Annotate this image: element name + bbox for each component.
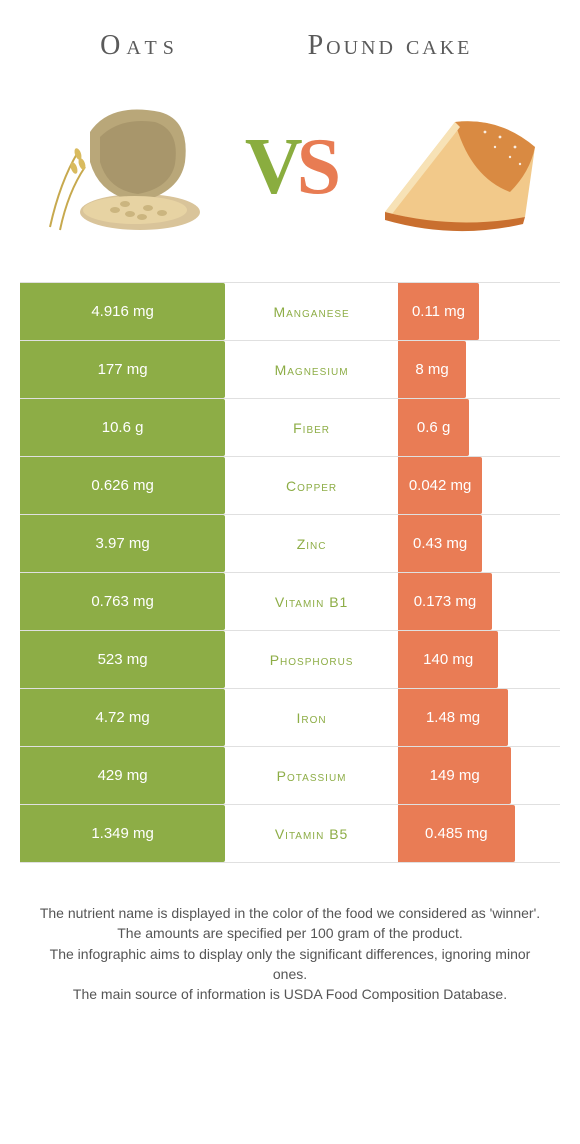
- bar-right: 0.042 mg: [398, 457, 482, 514]
- value-right: 8 mg: [398, 341, 560, 398]
- bar-left: 0.763 mg: [20, 573, 225, 630]
- nutrient-label: Magnesium: [225, 341, 398, 398]
- footer-line: The nutrient name is displayed in the co…: [35, 903, 545, 923]
- oats-icon: [30, 92, 220, 242]
- nutrient-label: Manganese: [225, 283, 398, 340]
- table-row: 0.626 mgCopper0.042 mg: [20, 457, 560, 515]
- value-right: 140 mg: [398, 631, 560, 688]
- footer-line: The infographic aims to display only the…: [35, 944, 545, 985]
- value-left: 3.97 mg: [20, 515, 225, 572]
- value-left: 4.72 mg: [20, 689, 225, 746]
- value-left: 0.626 mg: [20, 457, 225, 514]
- value-right: 149 mg: [398, 747, 560, 804]
- value-left: 1.349 mg: [20, 805, 225, 862]
- table-row: 429 mgPotassium149 mg: [20, 747, 560, 805]
- value-left: 177 mg: [20, 341, 225, 398]
- infographic: Oats Pound cake: [0, 0, 580, 1004]
- bar-right: 140 mg: [398, 631, 498, 688]
- bar-right: 0.11 mg: [398, 283, 479, 340]
- bar-left: 4.72 mg: [20, 689, 225, 746]
- value-right: 0.6 g: [398, 399, 560, 456]
- value-left: 523 mg: [20, 631, 225, 688]
- bar-right: 0.6 g: [398, 399, 469, 456]
- table-row: 4.916 mgManganese0.11 mg: [20, 283, 560, 341]
- value-left: 429 mg: [20, 747, 225, 804]
- cake-image: [360, 92, 550, 242]
- value-right: 0.11 mg: [398, 283, 560, 340]
- table-row: 523 mgPhosphorus140 mg: [20, 631, 560, 689]
- table-row: 4.72 mgIron1.48 mg: [20, 689, 560, 747]
- nutrient-label: Copper: [225, 457, 398, 514]
- nutrient-label: Phosphorus: [225, 631, 398, 688]
- footer-notes: The nutrient name is displayed in the co…: [20, 863, 560, 1004]
- bar-left: 4.916 mg: [20, 283, 225, 340]
- bar-right: 0.485 mg: [398, 805, 515, 862]
- value-left: 4.916 mg: [20, 283, 225, 340]
- footer-line: The main source of information is USDA F…: [35, 984, 545, 1004]
- images-row: VS: [20, 62, 560, 282]
- value-right: 0.042 mg: [398, 457, 560, 514]
- bar-left: 1.349 mg: [20, 805, 225, 862]
- nutrient-label: Fiber: [225, 399, 398, 456]
- bar-left: 3.97 mg: [20, 515, 225, 572]
- value-right: 0.485 mg: [398, 805, 560, 862]
- bar-right: 1.48 mg: [398, 689, 508, 746]
- value-left: 10.6 g: [20, 399, 225, 456]
- comparison-table: 4.916 mgManganese0.11 mg177 mgMagnesium8…: [20, 282, 560, 863]
- table-row: 177 mgMagnesium8 mg: [20, 341, 560, 399]
- nutrient-label: Vitamin B1: [225, 573, 398, 630]
- vs-s: S: [297, 123, 336, 211]
- nutrient-label: Potassium: [225, 747, 398, 804]
- bar-left: 523 mg: [20, 631, 225, 688]
- table-row: 1.349 mgVitamin B50.485 mg: [20, 805, 560, 863]
- bar-left: 177 mg: [20, 341, 225, 398]
- vs-v: V: [245, 123, 297, 211]
- pound-cake-icon: [360, 92, 550, 242]
- bar-left: 0.626 mg: [20, 457, 225, 514]
- bar-right: 8 mg: [398, 341, 466, 398]
- title-right: Pound cake: [240, 30, 540, 62]
- oats-image: [30, 92, 220, 242]
- vs-label: VS: [245, 122, 335, 213]
- bar-right: 0.43 mg: [398, 515, 482, 572]
- bar-right: 0.173 mg: [398, 573, 492, 630]
- value-right: 0.43 mg: [398, 515, 560, 572]
- bar-right: 149 mg: [398, 747, 511, 804]
- value-left: 0.763 mg: [20, 573, 225, 630]
- bar-left: 429 mg: [20, 747, 225, 804]
- value-right: 1.48 mg: [398, 689, 560, 746]
- nutrient-label: Zinc: [225, 515, 398, 572]
- title-left: Oats: [40, 30, 240, 62]
- footer-line: The amounts are specified per 100 gram o…: [35, 923, 545, 943]
- table-row: 10.6 gFiber0.6 g: [20, 399, 560, 457]
- table-row: 0.763 mgVitamin B10.173 mg: [20, 573, 560, 631]
- nutrient-label: Vitamin B5: [225, 805, 398, 862]
- value-right: 0.173 mg: [398, 573, 560, 630]
- title-row: Oats Pound cake: [20, 30, 560, 62]
- table-row: 3.97 mgZinc0.43 mg: [20, 515, 560, 573]
- nutrient-label: Iron: [225, 689, 398, 746]
- bar-left: 10.6 g: [20, 399, 225, 456]
